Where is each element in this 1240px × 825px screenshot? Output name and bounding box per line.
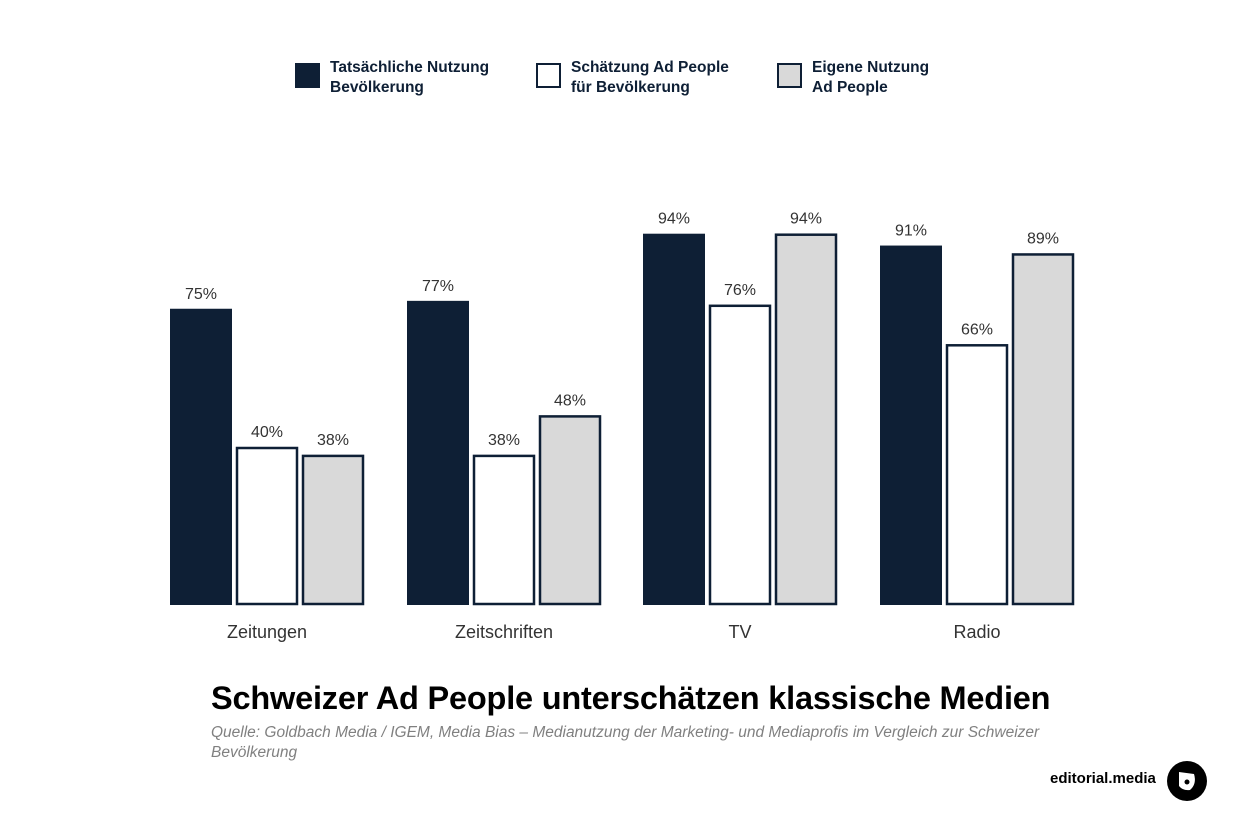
legend-label-actual-usage: Tatsächliche Nutzung Bevölkerung: [330, 58, 520, 98]
legend-label-line1: Eigene Nutzung: [812, 59, 930, 76]
brand-logo-icon: [1167, 761, 1207, 801]
brand-name: editorial.media: [1050, 770, 1156, 787]
category-label: Zeitschriften: [455, 622, 553, 642]
legend-item-estimate: Schätzung Ad People für Bevölkerung: [536, 58, 761, 98]
legend-item-actual-usage: Tatsächliche Nutzung Bevölkerung: [295, 58, 520, 98]
bar-estimate: [235, 446, 299, 606]
bar-group-tv: 94% 76% 94% TV: [643, 211, 838, 642]
bar-group-radio: 91% 66% 89% Radio: [880, 223, 1075, 642]
legend-swatch-estimate: [536, 63, 561, 88]
bar-actual-usage: [643, 233, 705, 605]
bar-own-usage: [774, 233, 838, 606]
data-label: 94%: [790, 211, 822, 228]
data-label: 48%: [554, 392, 586, 409]
bar-own-usage: [1011, 253, 1075, 606]
data-label: 94%: [658, 211, 690, 228]
data-label: 89%: [1027, 230, 1059, 247]
legend-swatch-own-usage: [777, 63, 802, 88]
bar-estimate: [708, 304, 772, 606]
bar-actual-usage: [880, 245, 942, 606]
bar-own-usage: [301, 454, 365, 606]
legend-item-own-usage: Eigene Nutzung Ad People: [777, 58, 1002, 98]
chart-title: Schweizer Ad People unterschätzen klassi…: [211, 680, 1051, 716]
bar-chart: 75% 40% 38% Zeitungen 77% 38% 48% Zeitschriften…: [170, 211, 1075, 642]
data-label: 38%: [488, 432, 520, 449]
category-label: TV: [728, 622, 751, 642]
data-label: 91%: [895, 223, 927, 240]
category-label: Zeitungen: [227, 622, 307, 642]
data-label: 75%: [185, 286, 217, 303]
legend-label-own-usage: Eigene Nutzung Ad People: [812, 58, 1002, 98]
legend-swatch-actual-usage: [295, 63, 320, 88]
bar-group-zeitschriften: 77% 38% 48% Zeitschriften: [407, 278, 602, 642]
bar-own-usage: [538, 415, 602, 606]
data-label: 40%: [251, 424, 283, 441]
data-label: 66%: [961, 321, 993, 338]
bar-group-zeitungen: 75% 40% 38% Zeitungen: [170, 286, 365, 642]
data-label: 38%: [317, 432, 349, 449]
legend-label-line2: Ad People: [812, 79, 888, 96]
legend-label-line2: für Bevölkerung: [571, 79, 690, 96]
source-note: Quelle: Goldbach Media / IGEM, Media Bia…: [211, 724, 1040, 761]
legend-label-line1: Tatsächliche Nutzung: [330, 59, 490, 76]
legend-label-line1: Schätzung Ad People: [571, 59, 729, 76]
data-label: 77%: [422, 278, 454, 295]
chart-legend: Tatsächliche Nutzung Bevölkerung Schätzu…: [0, 0, 1240, 110]
bar-actual-usage: [170, 308, 232, 605]
legend-label-estimate: Schätzung Ad People für Bevölkerung: [571, 58, 761, 98]
bar-estimate: [472, 454, 536, 606]
legend-label-line2: Bevölkerung: [330, 79, 424, 96]
data-label: 76%: [724, 282, 756, 299]
bar-actual-usage: [407, 300, 469, 605]
bar-estimate: [945, 344, 1009, 606]
category-label: Radio: [953, 622, 1000, 642]
